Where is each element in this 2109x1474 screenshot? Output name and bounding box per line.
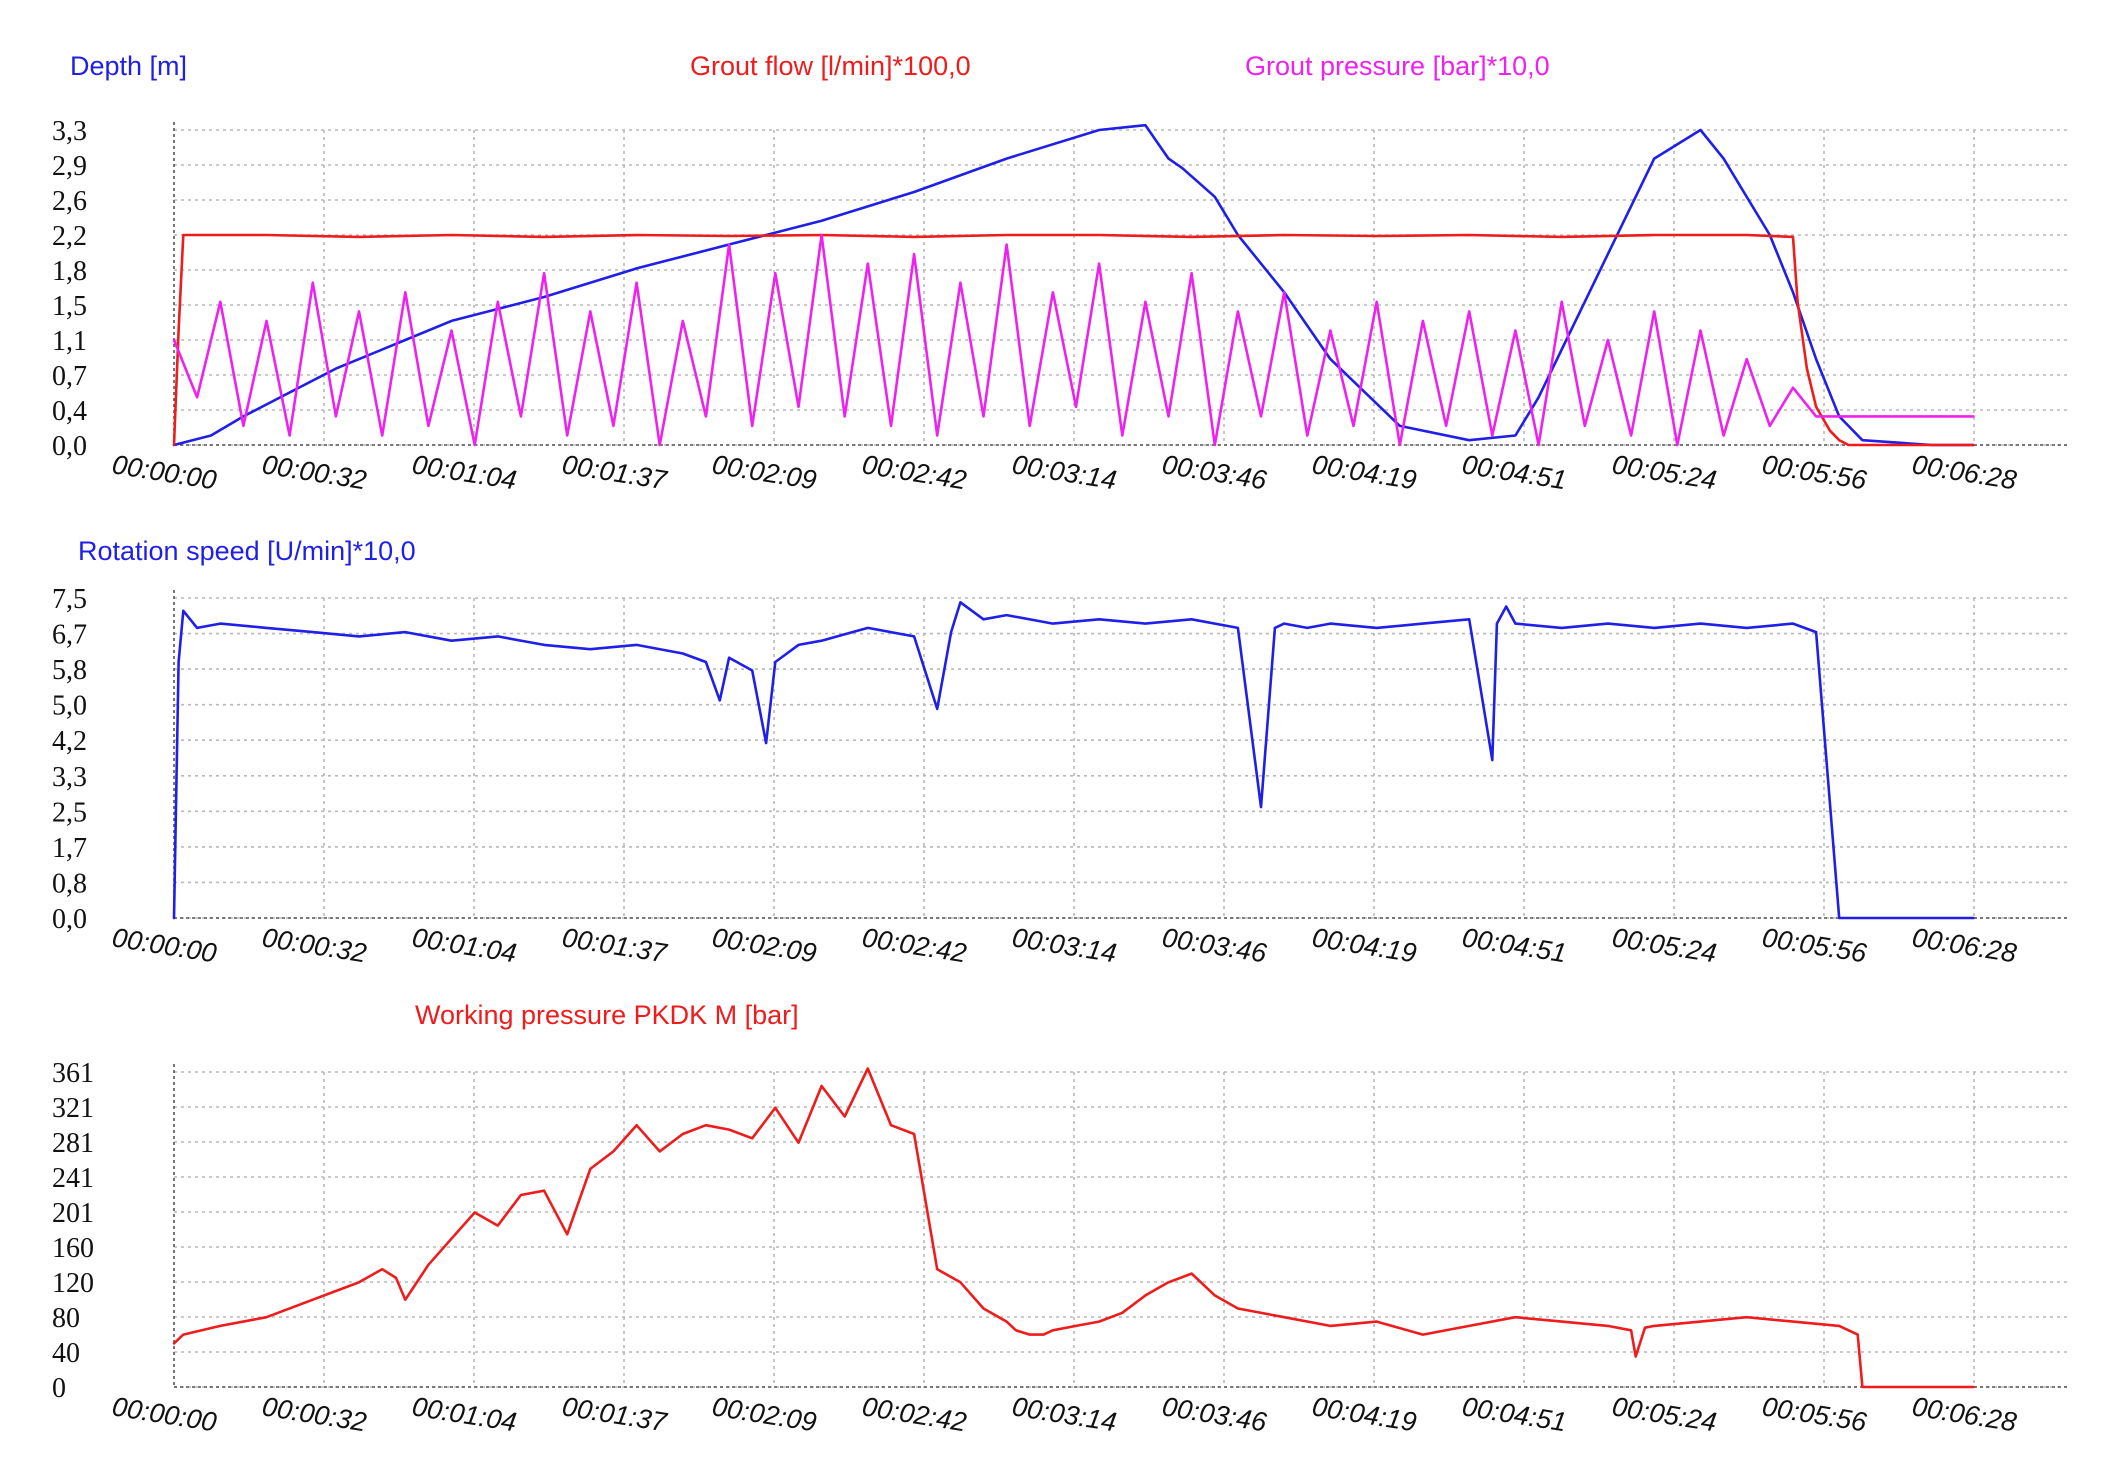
x-tick-label: 00:06:28 bbox=[1910, 449, 2019, 495]
x-tick-label: 00:03:14 bbox=[1010, 1391, 1119, 1437]
x-tick-label: 00:00:32 bbox=[260, 922, 369, 968]
chart-panel-1: Depth [m] Grout flow [l/min]*100,0 Grout p… bbox=[52, 51, 2070, 496]
x-tick-label: 00:04:19 bbox=[1310, 1391, 1419, 1437]
y-tick-label: 5,8 bbox=[52, 655, 87, 686]
x-tick-label: 00:00:00 bbox=[110, 449, 219, 495]
y-tick-label: 0,4 bbox=[52, 396, 87, 427]
x-tick-label: 00:04:51 bbox=[1460, 1391, 1569, 1437]
y-tick-labels: 0,0 0,4 0,7 1,1 1,5 1,8 2,2 2,6 2,9 3,3 bbox=[52, 116, 87, 462]
y-tick-label: 2,9 bbox=[52, 151, 87, 182]
y-tick-label: 2,5 bbox=[52, 797, 87, 828]
x-tick-label: 00:01:37 bbox=[560, 1391, 669, 1437]
series-lines bbox=[172, 1067, 1975, 1389]
x-tick-label: 00:05:56 bbox=[1760, 449, 1869, 495]
y-tick-label: 5,0 bbox=[52, 691, 87, 722]
series-line-rotation-speed-u-min-10-0 bbox=[172, 600, 1975, 920]
x-tick-label: 00:00:00 bbox=[110, 1391, 219, 1437]
y-tick-label: 1,5 bbox=[52, 291, 87, 322]
x-tick-label: 00:05:24 bbox=[1610, 922, 1719, 968]
y-tick-label: 0 bbox=[52, 1373, 66, 1404]
y-tick-label: 80 bbox=[52, 1303, 80, 1334]
x-tick-label: 00:01:04 bbox=[410, 1391, 519, 1437]
y-tick-label: 0,8 bbox=[52, 868, 87, 899]
y-tick-label: 241 bbox=[52, 1163, 94, 1194]
x-tick-label: 00:06:28 bbox=[1910, 1391, 2019, 1437]
y-tick-label: 3,3 bbox=[52, 116, 87, 147]
x-tick-label: 00:05:24 bbox=[1610, 1391, 1719, 1437]
panel-title: Grout pressure [bar]*10,0 bbox=[1245, 51, 1550, 81]
series-line-grout-pressure-bar-10-0 bbox=[172, 233, 1975, 447]
y-tick-label: 1,7 bbox=[52, 833, 87, 864]
y-tick-label: 6,7 bbox=[52, 620, 87, 651]
x-tick-labels: 00:00:00 00:00:32 00:01:04 00:01:37 00:02:09… bbox=[110, 449, 2019, 495]
x-tick-labels: 00:00:00 00:00:32 00:01:04 00:01:37 00:02:09… bbox=[110, 922, 2019, 968]
y-tick-label: 4,2 bbox=[52, 726, 87, 757]
panel-titles: Depth [m] Grout flow [l/min]*100,0 Grout p… bbox=[70, 51, 1550, 81]
x-tick-label: 00:04:19 bbox=[1310, 922, 1419, 968]
x-tick-label: 00:02:09 bbox=[710, 449, 819, 495]
y-tick-label: 361 bbox=[52, 1058, 94, 1089]
y-tick-labels: 0,0 0,8 1,7 2,5 3,3 4,2 5,0 5,8 6,7 7,5 bbox=[52, 584, 87, 935]
series-lines bbox=[172, 600, 1975, 920]
x-tick-label: 00:06:28 bbox=[1910, 922, 2019, 968]
x-tick-label: 00:03:14 bbox=[1010, 922, 1119, 968]
y-tick-label: 281 bbox=[52, 1128, 94, 1159]
y-tick-label: 2,6 bbox=[52, 186, 87, 217]
series-lines bbox=[172, 123, 1975, 447]
y-tick-label: 2,2 bbox=[52, 221, 87, 252]
x-tick-label: 00:05:56 bbox=[1760, 1391, 1869, 1437]
x-tick-label: 00:00:32 bbox=[260, 449, 369, 495]
x-tick-label: 00:02:42 bbox=[860, 922, 969, 968]
x-tick-label: 00:05:24 bbox=[1610, 449, 1719, 495]
panel-title: Working pressure PKDK M [bar] bbox=[415, 1000, 799, 1030]
x-tick-label: 00:05:56 bbox=[1760, 922, 1869, 968]
x-tick-label: 00:03:46 bbox=[1160, 922, 1269, 968]
y-tick-label: 0,0 bbox=[52, 431, 87, 462]
x-tick-label: 00:00:00 bbox=[110, 922, 219, 968]
series-line-working-pressure-pkdk-m-bar bbox=[172, 1067, 1975, 1389]
x-tick-label: 00:02:09 bbox=[710, 922, 819, 968]
y-tick-label: 0,7 bbox=[52, 361, 87, 392]
x-tick-label: 00:02:09 bbox=[710, 1391, 819, 1437]
chart-panel-2: Rotation speed [U/min]*10,0 0,0 0,8 1,7 2,5 3… bbox=[52, 536, 2070, 969]
panel-title: Grout flow [l/min]*100,0 bbox=[690, 51, 971, 81]
x-tick-labels: 00:00:00 00:00:32 00:01:04 00:01:37 00:02:09… bbox=[110, 1391, 2019, 1437]
y-tick-label: 160 bbox=[52, 1233, 94, 1264]
x-tick-label: 00:04:19 bbox=[1310, 449, 1419, 495]
gridlines bbox=[173, 122, 2070, 446]
y-tick-label: 201 bbox=[52, 1198, 94, 1229]
panel-title: Depth [m] bbox=[70, 51, 187, 81]
x-tick-label: 00:01:04 bbox=[410, 449, 519, 495]
x-tick-label: 00:02:42 bbox=[860, 449, 969, 495]
x-tick-label: 00:02:42 bbox=[860, 1391, 969, 1437]
x-tick-label: 00:04:51 bbox=[1460, 449, 1569, 495]
y-tick-label: 7,5 bbox=[52, 584, 87, 615]
x-tick-label: 00:03:46 bbox=[1160, 449, 1269, 495]
chart-panel-3: Working pressure PKDK M [bar] 0 40 80 120 160… bbox=[52, 1000, 2070, 1438]
x-tick-label: 00:01:37 bbox=[560, 922, 669, 968]
y-tick-label: 1,8 bbox=[52, 256, 87, 287]
x-tick-label: 00:01:37 bbox=[560, 449, 669, 495]
gridlines bbox=[173, 590, 2070, 919]
x-tick-label: 00:01:04 bbox=[410, 922, 519, 968]
y-tick-label: 1,1 bbox=[52, 326, 87, 357]
y-tick-labels: 0 40 80 120 160 201 241 281 321 361 bbox=[52, 1058, 94, 1404]
y-tick-label: 3,3 bbox=[52, 762, 87, 793]
x-tick-label: 00:00:32 bbox=[260, 1391, 369, 1437]
y-tick-label: 321 bbox=[52, 1093, 94, 1124]
x-tick-label: 00:03:14 bbox=[1010, 449, 1119, 495]
panel-titles: Working pressure PKDK M [bar] bbox=[415, 1000, 799, 1030]
x-tick-label: 00:04:51 bbox=[1460, 922, 1569, 968]
panel-titles: Rotation speed [U/min]*10,0 bbox=[78, 536, 416, 566]
y-tick-label: 120 bbox=[52, 1268, 94, 1299]
panel-title: Rotation speed [U/min]*10,0 bbox=[78, 536, 416, 566]
gridlines bbox=[173, 1064, 2070, 1388]
x-tick-label: 00:03:46 bbox=[1160, 1391, 1269, 1437]
y-tick-label: 40 bbox=[52, 1338, 80, 1369]
y-tick-label: 0,0 bbox=[52, 904, 87, 935]
series-line-grout-flow-l-min-100-0 bbox=[172, 233, 1975, 447]
